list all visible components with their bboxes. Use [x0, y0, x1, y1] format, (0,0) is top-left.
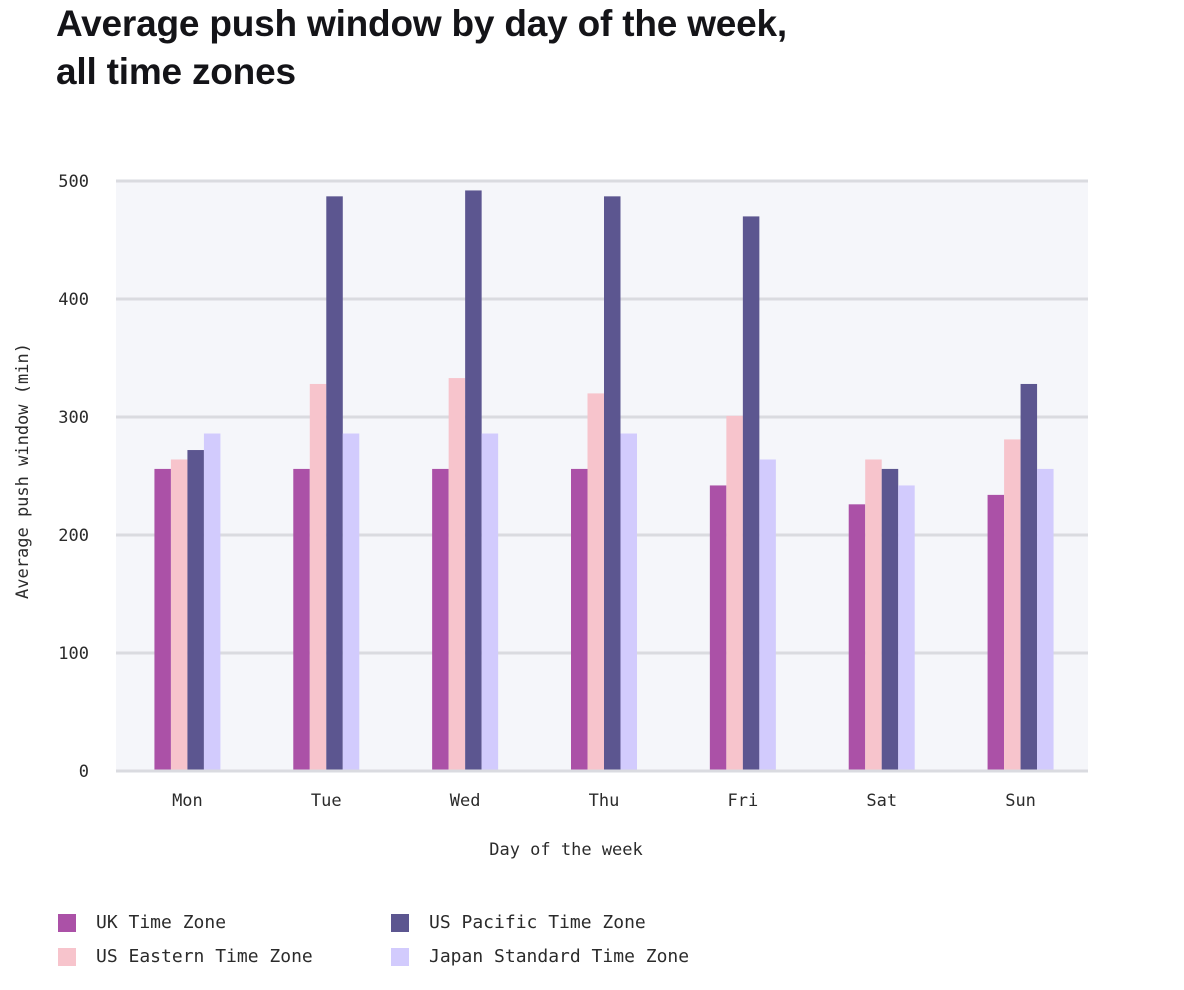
bar-wed-series-3: [481, 433, 499, 770]
legend-swatch: [58, 947, 76, 966]
bar-tue-series-1: [309, 383, 327, 770]
bar-fri-series-0: [709, 485, 727, 770]
bar-sun-series-2: [1020, 383, 1038, 770]
bar-sun-series-3: [1037, 468, 1054, 770]
bar-sun-series-0: [987, 494, 1005, 770]
bar-mon-series-1: [170, 459, 188, 770]
bar-sat-series-3: [898, 485, 915, 770]
legend-item: US Pacific Time Zone: [391, 912, 646, 933]
x-tick-label: Wed: [450, 791, 481, 811]
bar-mon-series-0: [154, 468, 171, 770]
x-tick-label: Mon: [172, 791, 203, 811]
y-tick-label: 100: [58, 644, 89, 664]
bar-fri-series-2: [742, 216, 760, 770]
y-tick-label: 0: [79, 762, 89, 782]
chart-title-line-2: all time zones: [56, 51, 296, 92]
bar-thu-series-2: [604, 196, 621, 770]
x-tick-label: Sun: [1005, 791, 1036, 811]
x-tick-label: Thu: [589, 791, 620, 811]
legend-label: US Eastern Time Zone: [96, 946, 313, 967]
legend-label: US Pacific Time Zone: [429, 912, 646, 933]
x-tick-label: Fri: [727, 791, 758, 811]
legend-item: UK Time Zone: [58, 912, 226, 933]
bar-mon-series-3: [203, 433, 221, 770]
bar-wed-series-1: [448, 378, 466, 770]
y-tick-label: 300: [58, 408, 89, 428]
y-tick-label: 500: [58, 172, 89, 192]
bar-wed-series-0: [432, 468, 449, 770]
legend-item: Japan Standard Time Zone: [391, 946, 689, 967]
x-axis-ticks: Mon Tue Wed Thu Fri Sat Sun: [172, 791, 1036, 811]
chart-title: Average push window by day of the week, …: [56, 0, 787, 96]
bar-thu-series-1: [587, 393, 604, 770]
bar-sat-series-1: [865, 459, 882, 770]
bar-tue-series-2: [326, 196, 343, 770]
legend-swatch: [58, 913, 76, 932]
x-axis-label: Day of the week: [489, 840, 643, 860]
bar-mon-series-2: [187, 450, 204, 770]
bar-sat-series-0: [848, 504, 866, 770]
bar-thu-series-0: [571, 468, 588, 770]
y-axis-ticks: 0 100 200 300 400 500: [58, 172, 89, 782]
legend-swatch: [391, 913, 409, 932]
legend-swatch: [391, 947, 409, 966]
chart-title-line-1: Average push window by day of the week,: [56, 3, 787, 44]
y-tick-label: 400: [58, 290, 89, 310]
legend-label: Japan Standard Time Zone: [429, 946, 690, 967]
bar-tue-series-3: [342, 433, 360, 770]
x-tick-label: Tue: [311, 791, 342, 811]
bar-thu-series-3: [620, 433, 637, 770]
y-axis-label: Average push window (min): [13, 343, 33, 599]
bar-sun-series-1: [1004, 439, 1021, 770]
legend-label: UK Time Zone: [96, 912, 227, 933]
legend-item: US Eastern Time Zone: [58, 946, 313, 967]
bars: [154, 190, 1054, 770]
x-tick-label: Sat: [866, 791, 897, 811]
bar-fri-series-1: [726, 415, 743, 770]
bar-wed-series-2: [465, 190, 482, 770]
bar-sat-series-2: [881, 468, 899, 770]
bar-fri-series-3: [759, 459, 776, 770]
y-tick-label: 200: [58, 526, 89, 546]
bar-tue-series-0: [293, 468, 310, 770]
